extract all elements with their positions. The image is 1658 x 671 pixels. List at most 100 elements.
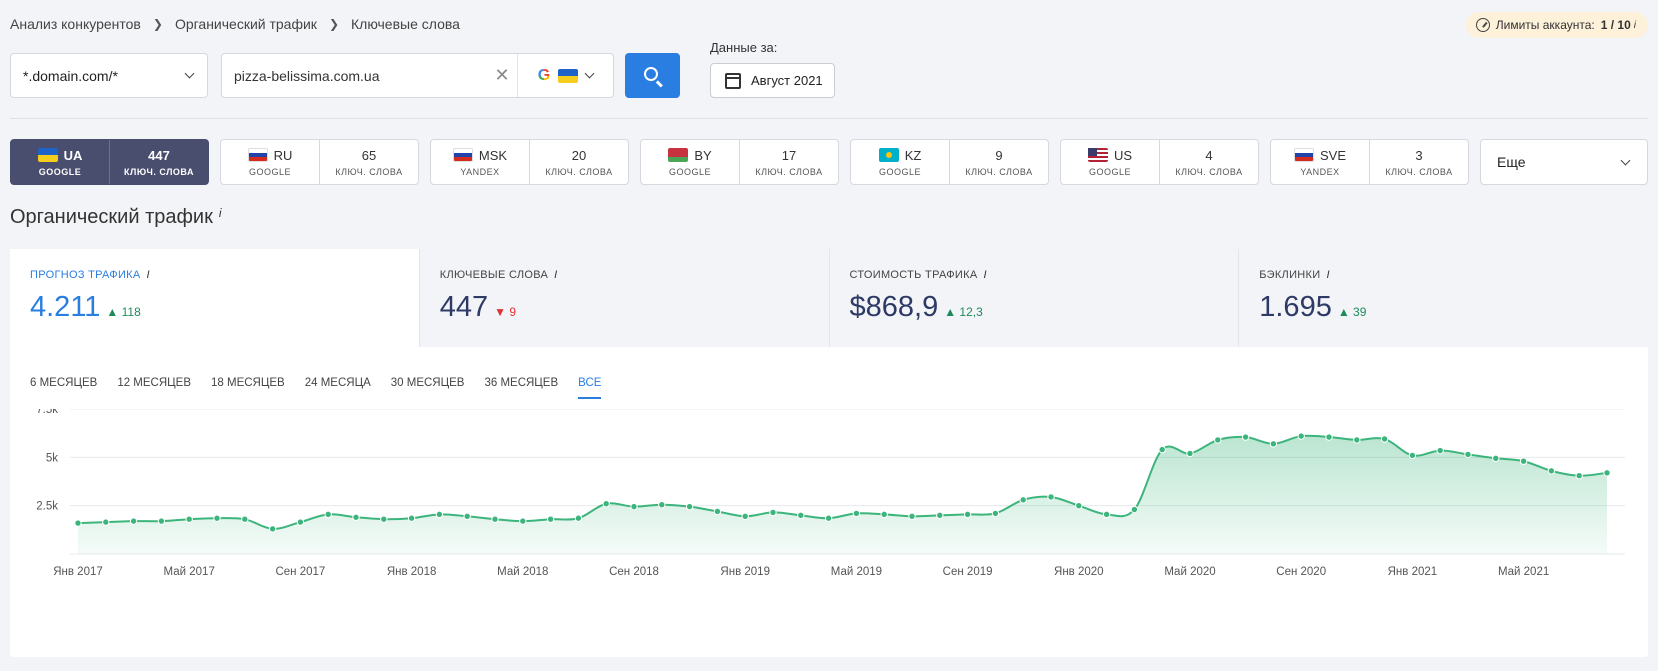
breadcrumb-item: Ключевые слова	[351, 16, 460, 32]
x-tick-label: Май 2019	[831, 566, 882, 578]
data-point	[713, 507, 722, 516]
x-tick-label: Янв 2018	[387, 566, 437, 578]
search-value[interactable]: pizza-belissima.com.ua	[234, 67, 380, 84]
date-label: Данные за:	[710, 40, 778, 55]
data-point	[1380, 435, 1389, 443]
data-point	[1241, 433, 1250, 441]
x-tick-label: Янв 2019	[720, 566, 770, 578]
data-point	[963, 510, 972, 519]
period-tabs: 6 МЕСЯЦЕВ 12 МЕСЯЦЕВ 18 МЕСЯЦЕВ 24 МЕСЯЦ…	[30, 377, 602, 399]
domain-mode-select[interactable]: *.domain.com/*	[10, 53, 208, 98]
ru-flag-icon	[247, 148, 268, 162]
date-value: Август 2021	[751, 73, 823, 88]
info-icon[interactable]: i	[983, 269, 987, 281]
domain-search-input[interactable]: pizza-belissima.com.ua ✕ G	[221, 53, 614, 98]
data-point	[1019, 496, 1027, 504]
info-icon[interactable]: i	[218, 206, 222, 220]
metric-keywords[interactable]: КЛЮЧЕВЫЕ СЛОВА i 447 ▼ 9	[418, 249, 829, 347]
period-tab[interactable]: 24 МЕСЯЦА	[304, 377, 371, 389]
limits-value: 1 / 10	[1600, 18, 1631, 32]
clear-icon[interactable]: ✕	[494, 65, 510, 85]
data-point	[602, 500, 610, 508]
search-icon	[644, 67, 658, 81]
section-title: Органический трафик i	[10, 206, 222, 228]
info-icon[interactable]: i	[554, 269, 558, 281]
traffic-panel: ПРОГНОЗ ТРАФИКА i 4.211 ▲ 118 КЛЮЧЕВЫЕ СЛО…	[10, 249, 1648, 657]
data-point	[157, 517, 166, 525]
metric-backlinks[interactable]: БЭКЛИНКИ i 1.695 ▲ 39	[1238, 249, 1648, 347]
info-icon[interactable]: i	[146, 269, 150, 281]
data-point	[797, 511, 805, 520]
period-tab-active[interactable]: ВСЕ	[578, 377, 602, 399]
data-point	[1436, 446, 1444, 455]
data-point	[1158, 445, 1166, 454]
x-tick-label: Янв 2020	[1054, 566, 1104, 578]
data-point	[1408, 451, 1417, 460]
data-point	[1353, 436, 1361, 444]
data-point	[491, 515, 499, 523]
data-point	[435, 510, 444, 519]
chevron-down-icon	[584, 68, 595, 79]
data-point	[824, 514, 833, 522]
data-point	[185, 515, 193, 523]
breadcrumb-item[interactable]: Анализ конкурентов	[10, 16, 141, 32]
chevron-down-icon	[1620, 155, 1631, 165]
location-tab-kz[interactable]: KZ GOOGLE 9 КЛЮЧ. СЛОВА	[850, 139, 1049, 185]
metric-value: 447	[439, 291, 489, 323]
limits-label: Лимиты аккаунта:	[1495, 18, 1595, 32]
ua-flag-icon	[37, 148, 58, 162]
us-flag-icon	[1087, 148, 1108, 162]
location-tab-by[interactable]: BY GOOGLE 17 КЛЮЧ. СЛОВА	[640, 139, 839, 185]
x-tick-label: Сен 2020	[1276, 566, 1326, 578]
location-tab-us[interactable]: US GOOGLE 4 КЛЮЧ. СЛОВА	[1060, 139, 1259, 185]
data-point	[102, 518, 110, 526]
data-point	[880, 510, 888, 519]
x-tick-label: Янв 2017	[53, 566, 103, 578]
ua-flag-icon	[558, 68, 579, 83]
data-point	[574, 514, 583, 522]
data-point	[1214, 436, 1222, 444]
period-tab[interactable]: 36 МЕСЯЦЕВ	[484, 377, 559, 389]
breadcrumb-item[interactable]: Органический трафик	[174, 16, 317, 32]
period-tab[interactable]: 6 МЕСЯЦЕВ	[30, 377, 98, 389]
search-button[interactable]	[625, 53, 680, 98]
location-tab-ua[interactable]: UA GOOGLE 447 КЛЮЧ. СЛОВА	[10, 139, 209, 185]
info-icon[interactable]: i	[1326, 269, 1330, 281]
metric-value: 1.695	[1259, 291, 1332, 323]
domain-mode-value: *.domain.com/*	[23, 67, 118, 84]
data-point	[268, 525, 277, 533]
data-point	[1075, 501, 1083, 510]
data-point	[519, 517, 527, 525]
x-tick-label: Май 2021	[1498, 566, 1549, 578]
metric-delta: ▼ 9	[494, 305, 517, 319]
metric-delta: ▲ 39	[1337, 305, 1367, 319]
metric-traffic-cost[interactable]: СТОИМОСТЬ ТРАФИКА i $868,9 ▲ 12,3	[828, 249, 1239, 347]
more-locations-select[interactable]: Еще	[1480, 139, 1648, 185]
metric-traffic[interactable]: ПРОГНОЗ ТРАФИКА i 4.211 ▲ 118	[10, 249, 419, 347]
data-point	[1325, 433, 1333, 441]
location-tab-ru[interactable]: RU GOOGLE 65 КЛЮЧ. СЛОВА	[220, 139, 419, 185]
account-limits-badge[interactable]: Лимиты аккаунта: 1 / 10 i	[1465, 12, 1648, 38]
period-tab[interactable]: 18 МЕСЯЦЕВ	[211, 377, 285, 389]
data-point	[129, 517, 138, 525]
location-tab-msk[interactable]: MSK YANDEX 20 КЛЮЧ. СЛОВА	[430, 139, 629, 185]
search-engine-select[interactable]: G	[517, 54, 613, 97]
x-tick-label: Май 2020	[1164, 566, 1215, 578]
data-point	[407, 514, 416, 522]
data-point	[1130, 505, 1139, 514]
x-tick-label: Май 2018	[497, 566, 548, 578]
data-point	[908, 512, 916, 521]
period-tab[interactable]: 12 МЕСЯЦЕВ	[117, 377, 192, 389]
location-tab-sve[interactable]: SVE YANDEX 3 КЛЮЧ. СЛОВА	[1270, 139, 1469, 185]
data-point	[1492, 454, 1500, 462]
period-tab[interactable]: 30 МЕСЯЦЕВ	[390, 377, 465, 389]
data-point	[241, 515, 249, 523]
data-point	[1269, 440, 1278, 448]
y-tick-label: 7.5k	[36, 409, 58, 416]
calendar-icon	[725, 72, 741, 89]
series-area	[78, 435, 1607, 554]
divider	[10, 118, 1648, 119]
info-icon[interactable]: i	[1633, 19, 1636, 31]
data-point	[1603, 469, 1611, 477]
date-picker-button[interactable]: Август 2021	[710, 63, 835, 98]
